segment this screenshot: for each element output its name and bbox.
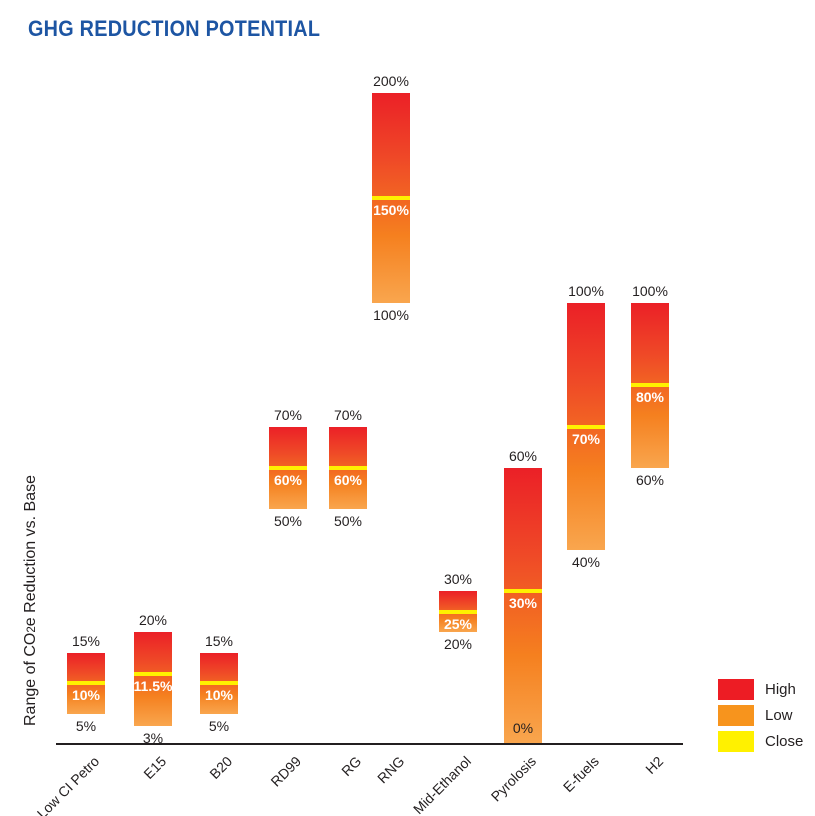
close-value-label-mid-ethanol: 25% bbox=[443, 615, 473, 632]
high-value-label-e15: 20% bbox=[138, 612, 168, 629]
close-value-label-low-ci-petro: 10% bbox=[71, 687, 101, 704]
y-axis-label: Range of CO2e Reduction vs. Base bbox=[22, 475, 39, 726]
x-axis-label-mid-ethanol: Mid-Ethanol bbox=[410, 753, 475, 816]
close-value-label-e-fuels: 70% bbox=[571, 430, 601, 447]
high-value-label-e-fuels: 100% bbox=[568, 283, 604, 299]
range-bar-h2 bbox=[631, 303, 669, 468]
close-marker-line bbox=[567, 424, 605, 429]
low-value-label-rd99: 50% bbox=[273, 512, 303, 529]
close-value-label-h2: 80% bbox=[635, 389, 665, 406]
high-value-label-rng: 200% bbox=[373, 73, 409, 89]
x-axis-label-e-fuels: E-fuels bbox=[560, 753, 603, 796]
high-value-label-h2: 100% bbox=[632, 283, 668, 299]
low-value-label-h2: 60% bbox=[635, 471, 665, 488]
legend-label-high: High bbox=[765, 681, 796, 698]
range-bar-e15 bbox=[134, 632, 172, 726]
low-value-label-low-ci-petro: 5% bbox=[75, 717, 97, 734]
low-value-label-mid-ethanol: 20% bbox=[443, 636, 473, 653]
high-value-label-low-ci-petro: 15% bbox=[71, 633, 101, 649]
chart-title: GHG REDUCTION POTENTIAL bbox=[28, 16, 321, 41]
x-axis-label-rd99: RD99 bbox=[267, 753, 305, 790]
x-axis-line bbox=[56, 743, 683, 745]
close-marker-line bbox=[329, 465, 367, 470]
close-marker-line bbox=[200, 681, 238, 686]
legend-item-low: Low bbox=[718, 705, 803, 726]
range-bar-low-ci-petro bbox=[67, 653, 105, 714]
high-value-label-pyrolosis: 60% bbox=[508, 447, 538, 464]
x-axis-label-rng: RNG bbox=[373, 753, 408, 787]
x-axis-label-rg: RG bbox=[338, 753, 365, 780]
x-axis-label-pyrolosis: Pyrolosis bbox=[487, 753, 540, 805]
legend-item-high: High bbox=[718, 679, 803, 700]
high-value-label-b20: 15% bbox=[204, 633, 234, 649]
low-value-label-rng: 100% bbox=[373, 307, 409, 323]
range-bar-mid-ethanol bbox=[439, 591, 477, 633]
range-bar-rng bbox=[372, 93, 410, 303]
close-value-label-pyrolosis: 30% bbox=[508, 595, 538, 612]
high-value-label-rg: 70% bbox=[333, 406, 363, 423]
legend-item-close: Close bbox=[718, 731, 803, 752]
close-marker-line bbox=[372, 196, 410, 200]
legend-label-close: Close bbox=[765, 733, 804, 750]
close-marker-line bbox=[269, 465, 307, 470]
legend-swatch-low bbox=[718, 705, 754, 726]
close-marker-line bbox=[134, 672, 172, 677]
close-marker-line bbox=[631, 383, 669, 388]
legend: High Low Close bbox=[718, 679, 803, 757]
close-value-label-e15: 11.5% bbox=[133, 678, 173, 695]
low-value-label-e-fuels: 40% bbox=[571, 554, 601, 571]
low-value-label-pyrolosis: 0% bbox=[512, 720, 534, 736]
low-value-label-rg: 50% bbox=[333, 512, 363, 529]
close-value-label-rg: 60% bbox=[333, 471, 363, 488]
high-value-label-mid-ethanol: 30% bbox=[443, 571, 473, 588]
legend-label-low: Low bbox=[765, 707, 793, 724]
low-value-label-e15: 3% bbox=[142, 729, 164, 746]
x-axis-label-low-ci-petro: Low CI Petro bbox=[33, 753, 103, 816]
range-bar-e-fuels bbox=[567, 303, 605, 551]
legend-swatch-high bbox=[718, 679, 754, 700]
range-bar-rg bbox=[329, 426, 367, 509]
legend-swatch-close bbox=[718, 731, 754, 752]
close-marker-line bbox=[67, 681, 105, 686]
close-marker-line bbox=[439, 609, 477, 614]
x-axis-label-b20: B20 bbox=[206, 753, 236, 782]
close-value-label-rd99: 60% bbox=[273, 471, 303, 488]
range-bar-pyrolosis bbox=[504, 467, 542, 744]
close-value-label-rng: 150% bbox=[373, 202, 409, 218]
range-bar-rd99 bbox=[269, 426, 307, 509]
close-marker-line bbox=[504, 589, 542, 594]
high-value-label-rd99: 70% bbox=[273, 406, 303, 423]
range-bar-b20 bbox=[200, 653, 238, 714]
close-value-label-b20: 10% bbox=[204, 687, 234, 704]
x-axis-label-e15: E15 bbox=[140, 753, 170, 782]
x-axis-label-h2: H2 bbox=[642, 753, 667, 777]
low-value-label-b20: 5% bbox=[208, 717, 230, 734]
